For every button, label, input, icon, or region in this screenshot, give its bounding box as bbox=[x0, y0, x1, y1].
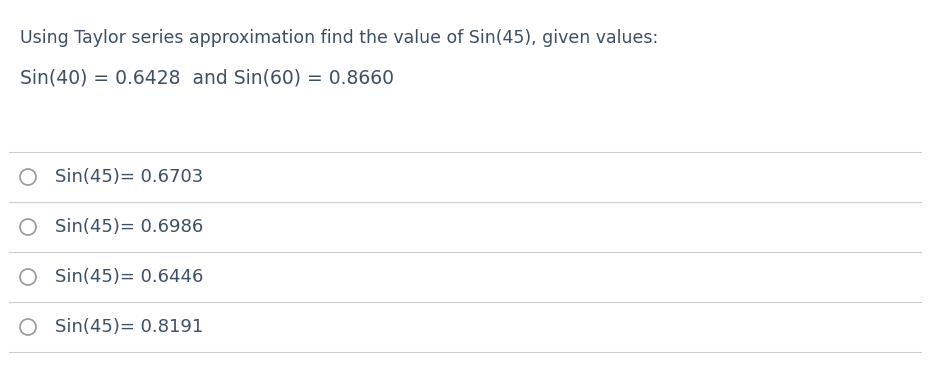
Text: Sin(45)= 0.8191: Sin(45)= 0.8191 bbox=[55, 318, 204, 336]
Text: Sin(45)= 0.6703: Sin(45)= 0.6703 bbox=[55, 168, 204, 186]
Text: Sin(45)= 0.6446: Sin(45)= 0.6446 bbox=[55, 268, 204, 286]
Text: Using Taylor series approximation find the value of Sin(45), given values:: Using Taylor series approximation find t… bbox=[20, 29, 658, 47]
Text: Sin(40) = 0.6428  and Sin(60) = 0.8660: Sin(40) = 0.6428 and Sin(60) = 0.8660 bbox=[20, 69, 394, 87]
Text: Sin(45)= 0.6986: Sin(45)= 0.6986 bbox=[55, 218, 204, 236]
